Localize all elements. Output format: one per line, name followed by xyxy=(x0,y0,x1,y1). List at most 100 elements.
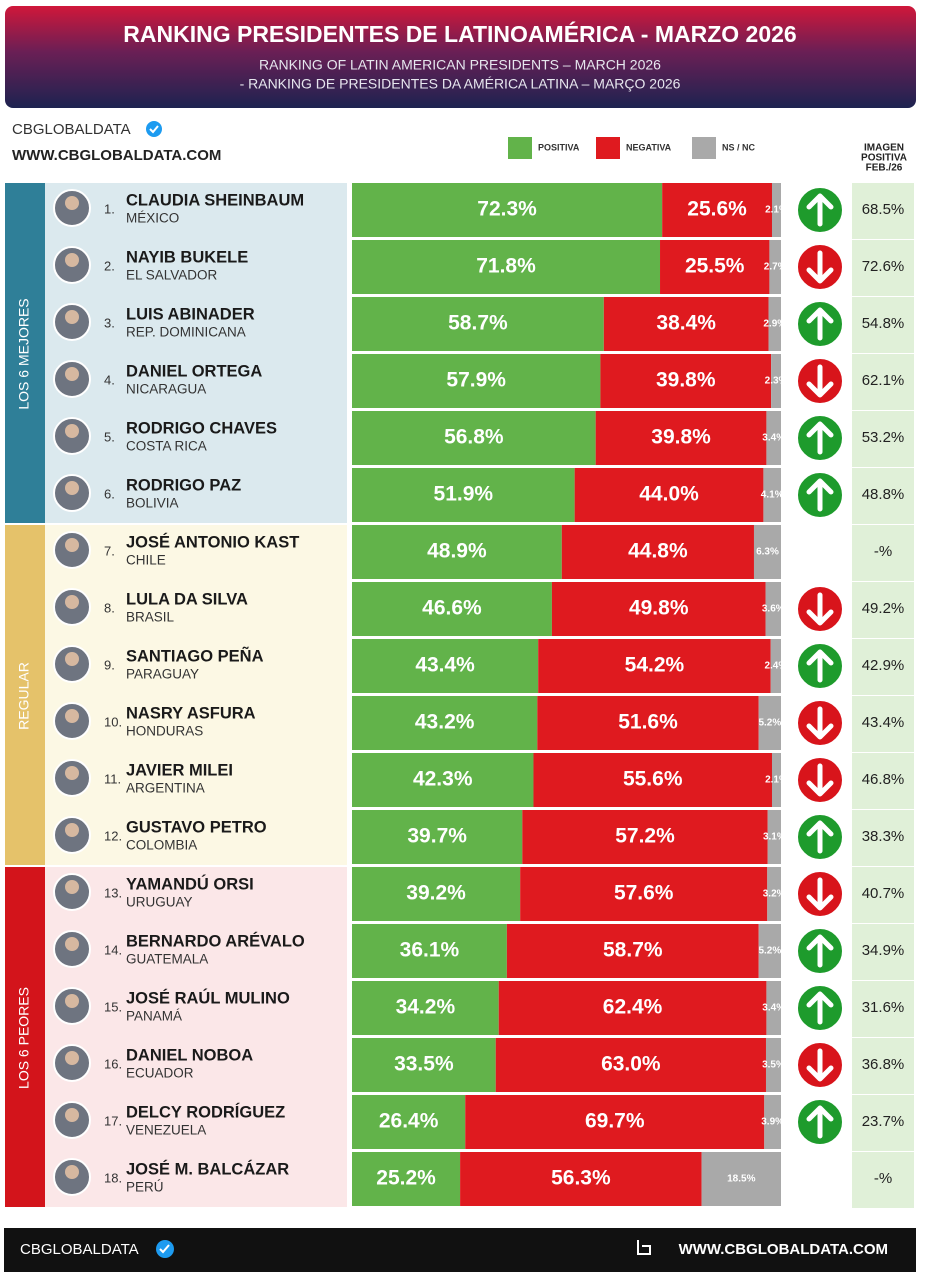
value-label: 39.7% xyxy=(407,825,467,848)
trend-arrow xyxy=(806,421,834,455)
prev-value: 23.7% xyxy=(862,1113,905,1130)
country: MÉXICO xyxy=(126,211,179,226)
bar-segment xyxy=(701,1152,781,1206)
bar-segment xyxy=(460,1152,702,1206)
rank: 18. xyxy=(104,1170,122,1185)
bar-segment xyxy=(561,525,754,579)
bar-segment xyxy=(352,582,552,636)
prev-cell xyxy=(852,468,914,524)
value-label: 69.7% xyxy=(585,1110,645,1133)
bar-segment xyxy=(522,810,768,864)
bar-segment xyxy=(352,810,523,864)
value-label: 43.2% xyxy=(415,711,475,734)
column-header: FEB./26 xyxy=(866,163,903,174)
country: URUGUAY xyxy=(126,895,193,910)
value-label: 54.2% xyxy=(625,654,685,677)
value-label: 58.7% xyxy=(603,939,663,962)
prev-value: 49.2% xyxy=(862,600,905,617)
prev-cell xyxy=(852,639,914,695)
value-label: 57.9% xyxy=(446,369,506,392)
value-label: 3.9% xyxy=(761,1117,784,1128)
bar-segment xyxy=(595,411,767,465)
prev-cell xyxy=(852,582,914,638)
value-label: 36.1% xyxy=(400,939,460,962)
bar-segment xyxy=(767,810,781,864)
rank: 7. xyxy=(104,543,115,558)
country: VENEZUELA xyxy=(126,1123,206,1138)
bar-segment xyxy=(766,981,781,1035)
country: ARGENTINA xyxy=(126,781,205,796)
prev-cell xyxy=(852,1095,914,1151)
bar-segment xyxy=(662,183,772,237)
value-label: 57.2% xyxy=(615,825,675,848)
bar-segment xyxy=(506,924,759,978)
photo-face xyxy=(65,709,79,723)
value-label: 3.5% xyxy=(762,1060,785,1071)
bar-segment xyxy=(352,183,663,237)
country: PANAMÁ xyxy=(126,1009,182,1024)
country: PARAGUAY xyxy=(126,667,199,682)
bar-segment xyxy=(352,411,596,465)
trend-arrow xyxy=(806,706,834,740)
prev-cell xyxy=(852,525,914,581)
value-label: 2.1% xyxy=(765,775,788,786)
photo-face xyxy=(65,367,79,381)
group-strip xyxy=(5,525,45,865)
prev-value: 46.8% xyxy=(862,771,905,788)
bar-segment xyxy=(352,696,538,750)
value-label: 3.2% xyxy=(763,889,786,900)
bar-segment xyxy=(538,639,771,693)
verified-badge xyxy=(146,121,162,137)
bar-segment xyxy=(352,753,534,807)
pointer-icon xyxy=(637,1240,651,1255)
group-strip xyxy=(5,183,45,523)
footer-brand: CBGLOBALDATA xyxy=(20,1241,139,1258)
trend-arrow xyxy=(806,877,834,911)
prev-cell xyxy=(852,1038,914,1094)
trend-arrow xyxy=(806,364,834,398)
group-label: LOS 6 MEJORES xyxy=(16,298,32,409)
bar-segment xyxy=(533,753,772,807)
country: COSTA RICA xyxy=(126,439,207,454)
bar-segment xyxy=(352,240,661,294)
rank: 3. xyxy=(104,315,115,330)
value-label: 3.6% xyxy=(762,604,785,615)
president-name: YAMANDÚ ORSI xyxy=(126,874,254,893)
value-label: 33.5% xyxy=(394,1053,454,1076)
bar-segment xyxy=(603,297,769,351)
value-label: 6.3% xyxy=(756,547,779,558)
prev-cell xyxy=(852,981,914,1037)
value-label: 2.4% xyxy=(764,661,787,672)
bar-segment xyxy=(352,1038,496,1092)
legend-label: NEGATIVA xyxy=(626,142,672,152)
prev-value: 62.1% xyxy=(862,372,905,389)
subtitle: - RANKING DE PRESIDENTES DA AMÉRICA LATI… xyxy=(240,76,681,92)
value-label: 3.4% xyxy=(762,1003,785,1014)
bar-segment xyxy=(763,468,781,522)
rank: 14. xyxy=(104,942,122,957)
photo-face xyxy=(65,1165,79,1179)
president-name: NAYIB BUKELE xyxy=(126,248,248,266)
country: BOLIVIA xyxy=(126,496,179,511)
legend-label: NS / NC xyxy=(722,142,756,152)
country: PERÚ xyxy=(126,1180,164,1195)
trend-arrow xyxy=(806,1105,834,1139)
value-label: 39.8% xyxy=(656,369,716,392)
country: GUATEMALA xyxy=(126,952,208,967)
website: WWW.CBGLOBALDATA.COM xyxy=(12,147,221,164)
president-name: SANTIAGO PEÑA xyxy=(126,645,264,665)
photo-face xyxy=(65,823,79,837)
prev-value: 31.6% xyxy=(862,999,905,1016)
value-label: 72.3% xyxy=(477,198,537,221)
legend-swatch xyxy=(508,137,532,159)
bar-segment xyxy=(770,639,781,693)
prev-value: 34.9% xyxy=(862,942,905,959)
rank: 5. xyxy=(104,429,115,444)
bar-segment xyxy=(465,1095,765,1149)
trend-arrow xyxy=(806,478,834,512)
value-label: 2.7% xyxy=(764,262,787,273)
bar-segment xyxy=(352,1095,466,1149)
rank: 17. xyxy=(104,1113,122,1128)
value-label: 51.6% xyxy=(618,711,678,734)
